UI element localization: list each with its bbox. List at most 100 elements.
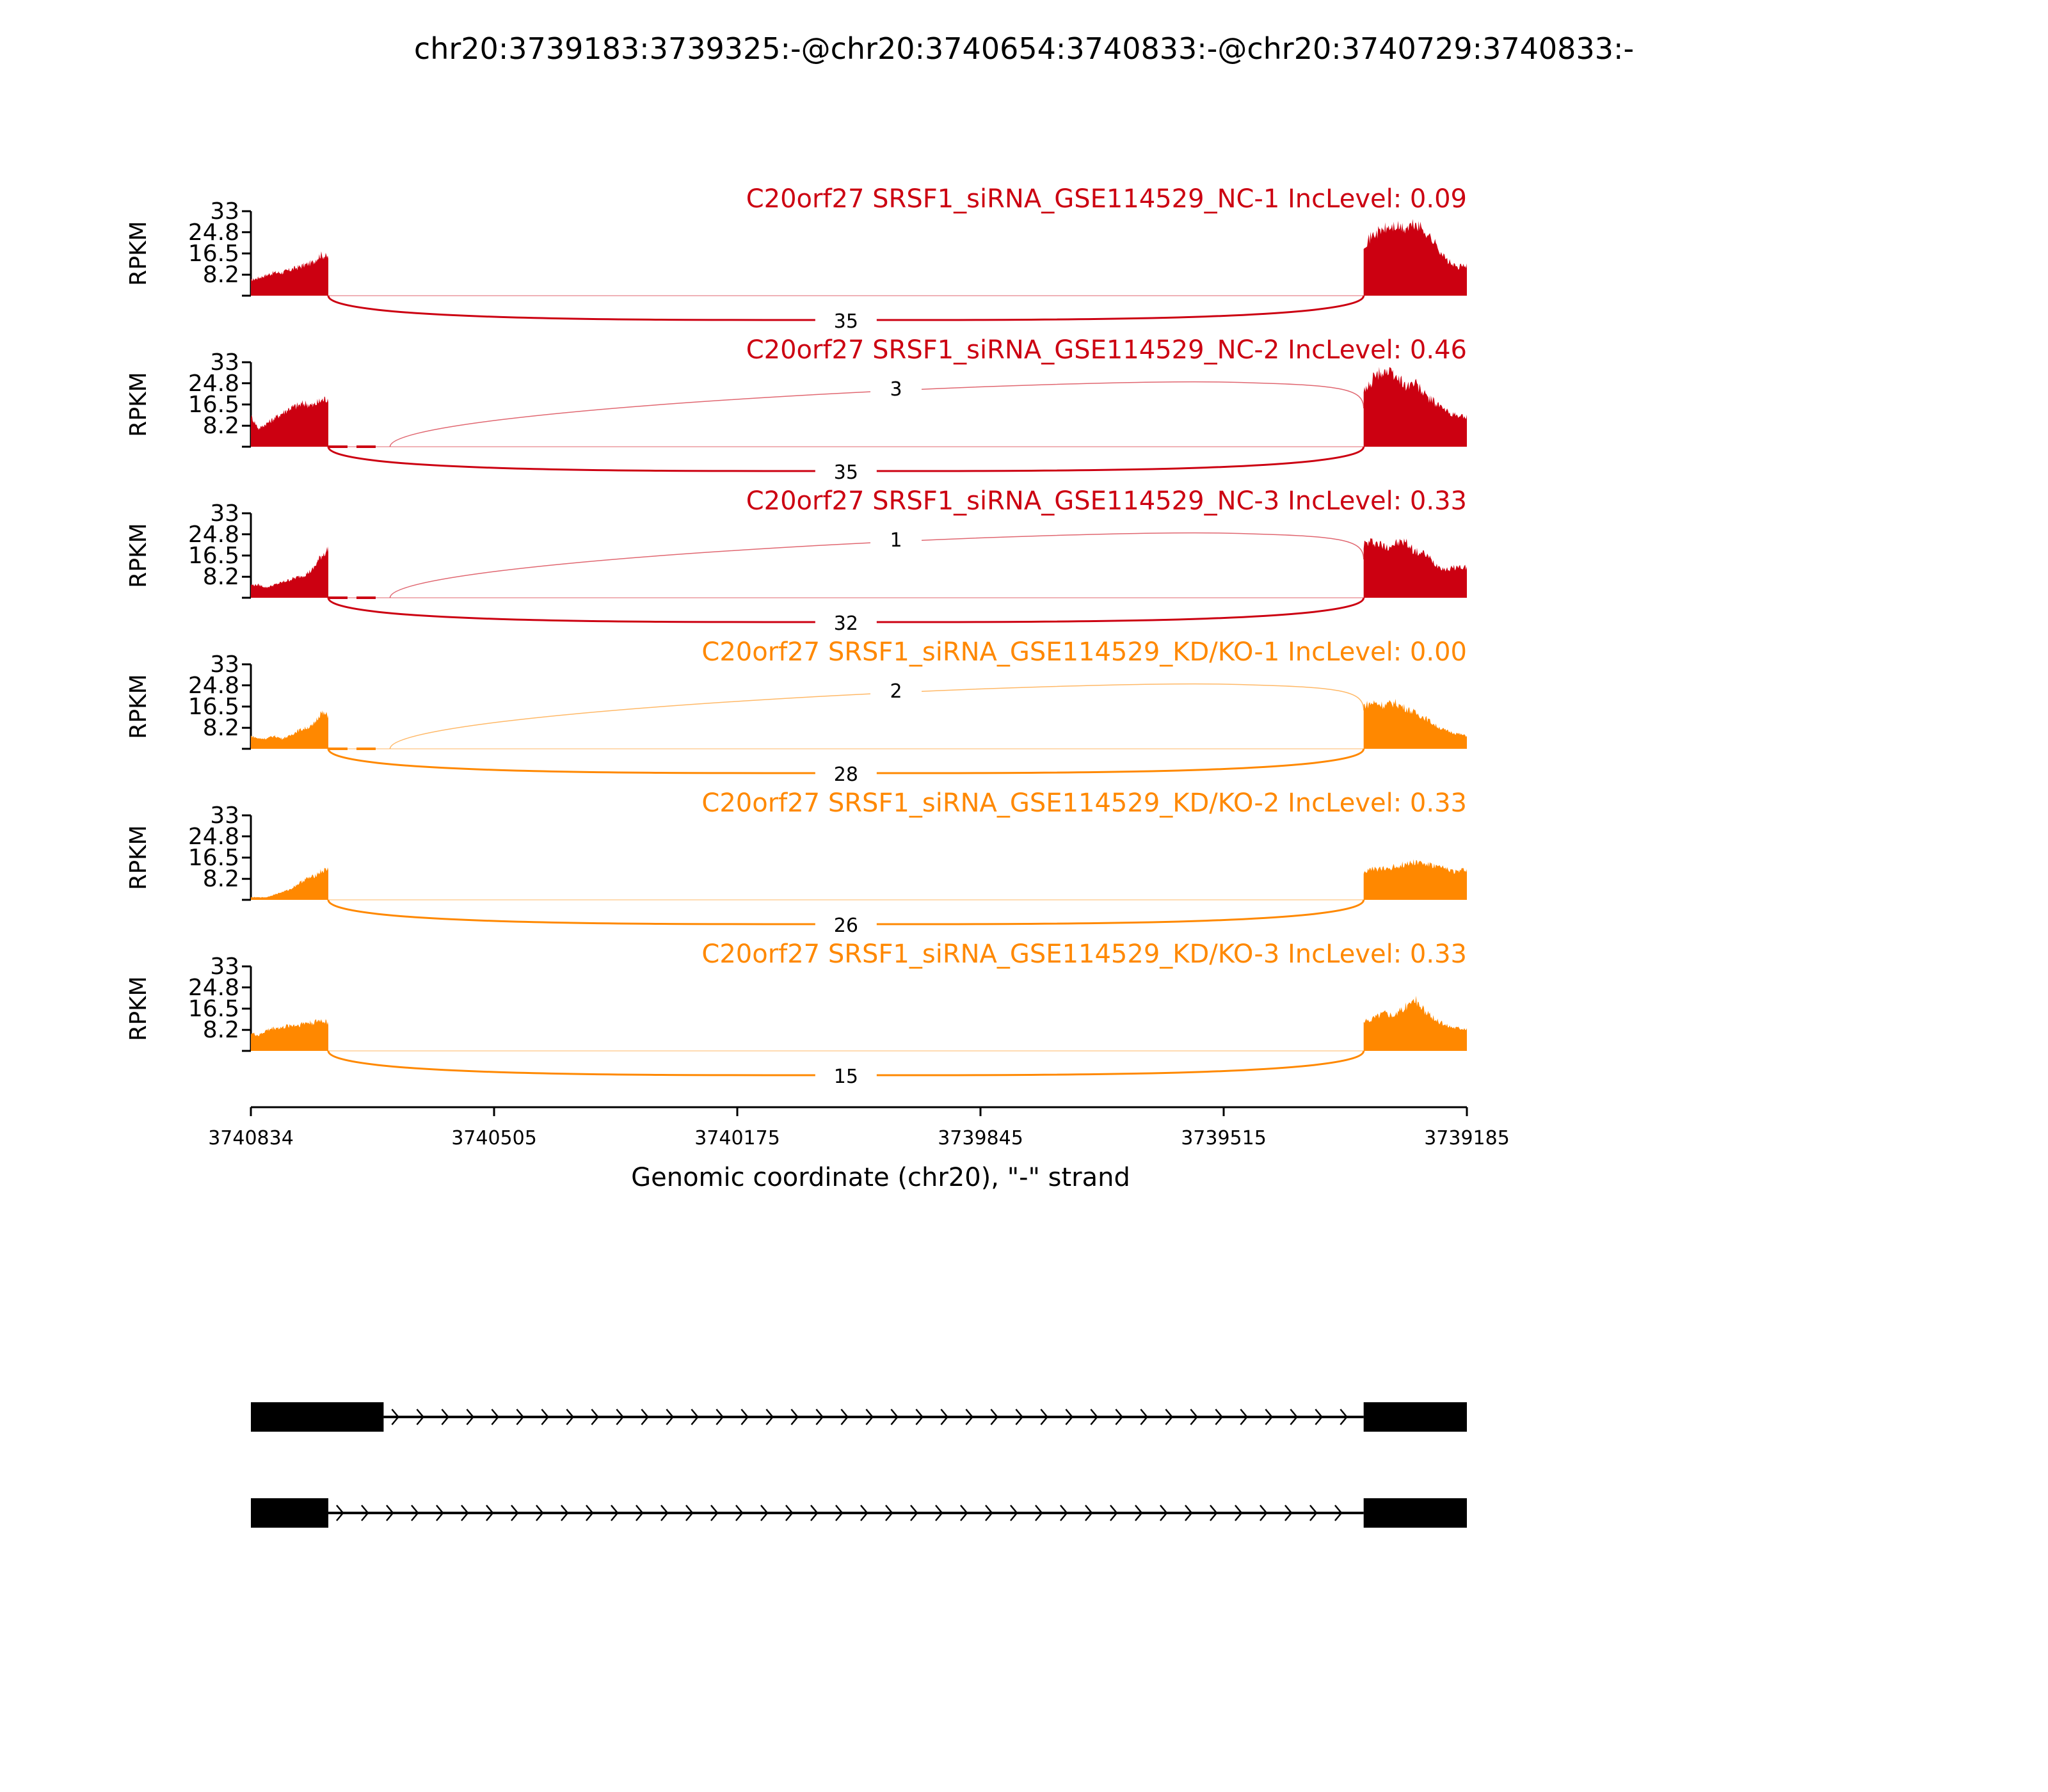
strand-chevron-icon <box>1115 1409 1124 1425</box>
strand-chevron-icon <box>566 1409 575 1425</box>
strand-chevron-icon <box>1040 1409 1049 1425</box>
strand-chevron-icon <box>985 1505 993 1521</box>
sample-title: C20orf27 SRSF1_siRNA_GSE114529_KD/KO-1 I… <box>701 637 1467 667</box>
junction-label-bg <box>815 913 877 936</box>
junction-arc-inclusion <box>389 532 1364 598</box>
strand-chevron-icon <box>990 1409 999 1425</box>
strand-chevron-icon <box>586 1505 594 1521</box>
strand-chevron-icon <box>436 1505 444 1521</box>
sample-title: C20orf27 SRSF1_siRNA_GSE114529_NC-2 IncL… <box>746 335 1467 365</box>
strand-chevron-icon <box>666 1409 675 1425</box>
y-tick-label: 16.5 <box>188 694 239 720</box>
y-tick-label: 16.5 <box>188 845 239 871</box>
strand-chevron-icon <box>710 1505 719 1521</box>
strand-chevron-icon <box>860 1505 868 1521</box>
strand-chevron-icon <box>765 1409 774 1425</box>
junction-count-inclusion: 1 <box>890 529 902 552</box>
strand-chevron-icon <box>441 1409 450 1425</box>
sample-title: C20orf27 SRSF1_siRNA_GSE114529_NC-3 IncL… <box>746 486 1467 516</box>
strand-chevron-icon <box>1284 1505 1293 1521</box>
junction-count-inclusion: 2 <box>890 680 902 703</box>
strand-chevron-icon <box>960 1505 968 1521</box>
coverage-right-exon <box>1363 219 1467 296</box>
junction-count-skip: 15 <box>834 1066 858 1088</box>
strand-chevron-icon <box>840 1409 849 1425</box>
y-axis-label: RPKM <box>125 825 152 890</box>
junction-label-bg <box>870 677 922 703</box>
y-tick-label: 24.8 <box>188 975 239 1001</box>
y-tick-label: 24.8 <box>188 673 239 699</box>
x-tick-label: 3740505 <box>451 1127 537 1149</box>
junction-count-skip: 35 <box>834 461 858 484</box>
strand-chevron-icon <box>591 1409 600 1425</box>
strand-chevron-icon <box>511 1505 519 1521</box>
x-tick-label: 3739845 <box>938 1127 1023 1149</box>
x-tick-label: 3739515 <box>1181 1127 1267 1149</box>
y-tick-label: 16.5 <box>188 241 239 267</box>
y-axis-label: RPKM <box>125 372 152 436</box>
junction-arc-inclusion <box>389 683 1364 749</box>
strand-chevron-icon <box>660 1505 669 1521</box>
y-tick-label: 8.2 <box>203 866 239 892</box>
x-axis-label: Genomic coordinate (chr20), "-" strand <box>631 1163 1130 1192</box>
junction-label-bg <box>815 308 877 332</box>
coverage-right-exon <box>1363 367 1467 447</box>
strand-chevron-icon <box>1140 1409 1149 1425</box>
strand-chevron-icon <box>1334 1505 1343 1521</box>
x-tick-label: 3739185 <box>1424 1127 1510 1149</box>
y-axis-label: RPKM <box>125 976 152 1041</box>
chart-title: chr20:3739183:3739325:-@chr20:3740654:37… <box>414 31 1634 66</box>
strand-chevron-icon <box>915 1409 924 1425</box>
y-tick-label: 8.2 <box>203 1017 239 1043</box>
strand-chevron-icon <box>835 1505 844 1521</box>
strand-chevron-icon <box>386 1505 394 1521</box>
strand-chevron-icon <box>735 1505 744 1521</box>
coverage-right-exon <box>1363 859 1467 900</box>
strand-chevron-icon <box>611 1505 619 1521</box>
strand-chevron-icon <box>361 1505 369 1521</box>
junction-arc-inclusion <box>389 381 1364 447</box>
strand-chevron-icon <box>790 1409 799 1425</box>
y-tick-label: 8.2 <box>203 715 239 741</box>
y-tick-label: 33 <box>210 349 239 376</box>
exon-block <box>1363 1402 1467 1432</box>
y-tick-label: 16.5 <box>188 543 239 569</box>
junction-count-skip: 35 <box>834 310 858 333</box>
strand-chevron-icon <box>965 1409 974 1425</box>
strand-chevron-icon <box>865 1409 874 1425</box>
strand-chevron-icon <box>1060 1505 1068 1521</box>
y-tick-label: 8.2 <box>203 262 239 288</box>
strand-chevron-icon <box>1090 1409 1099 1425</box>
coverage-left-exon <box>251 251 328 296</box>
junction-label-bg <box>815 611 877 634</box>
strand-chevron-icon <box>461 1505 469 1521</box>
y-tick-label: 33 <box>210 652 239 678</box>
strand-chevron-icon <box>1165 1409 1174 1425</box>
strand-chevron-icon <box>885 1505 893 1521</box>
strand-chevron-icon <box>1315 1409 1324 1425</box>
y-tick-label: 16.5 <box>188 392 239 418</box>
strand-chevron-icon <box>1190 1409 1199 1425</box>
strand-chevron-icon <box>1015 1409 1024 1425</box>
strand-chevron-icon <box>1340 1409 1348 1425</box>
coverage-left-exon <box>251 710 328 749</box>
y-tick-label: 33 <box>210 954 239 980</box>
strand-chevron-icon <box>536 1505 544 1521</box>
junction-label-bg <box>815 1064 877 1087</box>
strand-chevron-icon <box>940 1409 949 1425</box>
sample-title: C20orf27 SRSF1_siRNA_GSE114529_NC-1 IncL… <box>746 184 1467 214</box>
strand-chevron-icon <box>1065 1409 1074 1425</box>
strand-chevron-icon <box>466 1409 475 1425</box>
strand-chevron-icon <box>760 1505 769 1521</box>
sample-title: C20orf27 SRSF1_siRNA_GSE114529_KD/KO-3 I… <box>701 940 1467 969</box>
strand-chevron-icon <box>616 1409 625 1425</box>
strand-chevron-icon <box>336 1505 344 1521</box>
y-tick-label: 24.8 <box>188 522 239 548</box>
strand-chevron-icon <box>1110 1505 1118 1521</box>
y-axis-label: RPKM <box>125 674 152 739</box>
strand-chevron-icon <box>740 1409 749 1425</box>
